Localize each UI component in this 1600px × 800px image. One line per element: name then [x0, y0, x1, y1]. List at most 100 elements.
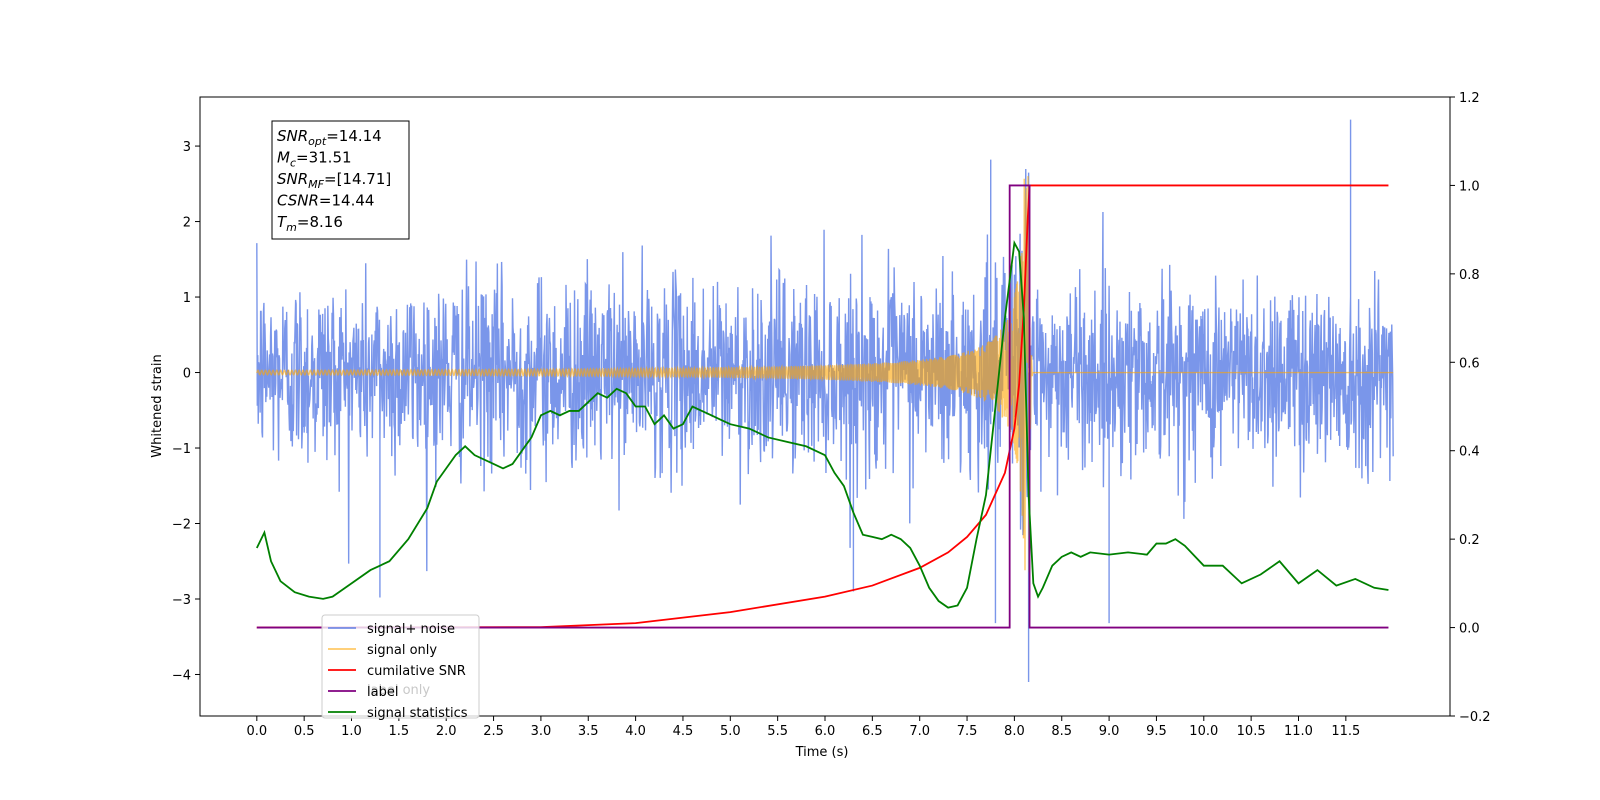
x-tick: 3.5 — [578, 716, 599, 739]
legend-label-signal-noise: signal+ noise — [367, 622, 455, 637]
x-tick-label: 9.5 — [1146, 724, 1167, 739]
y-left-tick-label: 3 — [183, 140, 191, 155]
annotation-subscript: MF — [308, 178, 324, 191]
x-tick: 7.5 — [957, 716, 978, 739]
x-tick: 8.0 — [1004, 716, 1025, 739]
plot-area — [256, 119, 1394, 683]
y-axis-left-ticks: 3 2 1 0 −1 −2 −3 −4 — [172, 140, 200, 683]
y-right-tick: 0.8 — [1450, 268, 1480, 283]
y-left-tick-label: −3 — [172, 593, 191, 608]
x-tick-label: 2.0 — [436, 724, 457, 739]
x-tick-label: 6.0 — [815, 724, 836, 739]
legend-ghost-label: label only — [367, 683, 430, 698]
y-right-tick: 0.6 — [1450, 356, 1480, 371]
x-tick: 11.5 — [1331, 716, 1360, 739]
annotation-line: Mc=31.51 — [277, 149, 352, 170]
annotation-subscript: opt — [308, 135, 327, 148]
annotation-line: SNRMF=[14.71] — [277, 170, 391, 191]
annotation-line: CSNR=14.44 — [277, 192, 374, 210]
series-cumulative-snr — [256, 184, 1389, 629]
x-tick-label: 5.5 — [767, 724, 788, 739]
x-tick: 7.0 — [909, 716, 930, 739]
legend-label-label: label — [367, 685, 398, 700]
y-left-tick: 1 — [183, 291, 200, 306]
y-right-tick: 1.0 — [1450, 179, 1480, 194]
x-tick: 0.0 — [246, 716, 267, 739]
y-right-tick-label: 0.0 — [1459, 622, 1480, 637]
annotation-subscript: m — [286, 221, 297, 234]
x-tick-label: 6.5 — [862, 724, 883, 739]
y-axis-left-label: Whitened strain — [150, 354, 165, 457]
x-tick-label: 8.0 — [1004, 724, 1025, 739]
series-label — [256, 184, 1389, 629]
series-signal-statistics — [256, 239, 1389, 609]
y-left-tick: −4 — [172, 668, 200, 683]
annotation-variable: SNR — [277, 127, 308, 145]
x-tick: 9.0 — [1099, 716, 1120, 739]
y-right-tick-label: 0.8 — [1459, 268, 1480, 283]
x-tick-label: 3.0 — [531, 724, 552, 739]
x-tick-label: 4.0 — [625, 724, 646, 739]
x-tick-label: 11.0 — [1284, 724, 1313, 739]
legend-frame — [321, 614, 480, 719]
x-tick-label: 11.5 — [1331, 724, 1360, 739]
y-left-tick-label: 0 — [183, 367, 191, 382]
y-left-tick-label: 2 — [183, 216, 191, 231]
y-left-tick: 2 — [183, 216, 200, 231]
y-right-tick: 0.0 — [1450, 622, 1480, 637]
annotation-box: SNRopt=14.14Mc=31.51SNRMF=[14.71]CSNR=14… — [271, 120, 410, 240]
annotation-variable: CSNR — [277, 192, 319, 210]
x-tick: 4.0 — [625, 716, 646, 739]
annotation-variable: SNR — [277, 170, 308, 188]
y-right-tick-label: 0.2 — [1459, 533, 1480, 548]
x-axis-label: Time (s) — [795, 745, 849, 760]
y-left-tick: −2 — [172, 518, 200, 533]
y-right-tick: 1.2 — [1450, 91, 1480, 106]
x-tick-label: 1.5 — [389, 724, 410, 739]
y-left-tick-label: −1 — [172, 442, 191, 457]
x-tick: 4.5 — [673, 716, 694, 739]
annotation-value: =14.44 — [319, 192, 375, 210]
annotation-line: SNRopt=14.14 — [277, 127, 382, 148]
x-axis-ticks: 0.0 0.5 1.0 1.5 2.0 2.5 3.0 3.5 4.0 4.5 5.0 5.5 6.0 6… — [246, 716, 1360, 739]
legend-label-signal-statistics: signal statistics — [367, 706, 468, 721]
x-tick-label: 10.0 — [1189, 724, 1218, 739]
x-tick: 8.5 — [1051, 716, 1072, 739]
x-tick: 5.0 — [720, 716, 741, 739]
y-left-tick-label: −2 — [172, 518, 191, 533]
x-tick-label: 7.0 — [909, 724, 930, 739]
x-tick-label: 2.5 — [483, 724, 504, 739]
x-tick-label: 4.5 — [673, 724, 694, 739]
y-right-tick-label: 1.2 — [1459, 91, 1480, 106]
annotation-value: =[14.71] — [324, 170, 391, 188]
y-right-tick-label: 1.0 — [1459, 179, 1480, 194]
x-tick-label: 3.5 — [578, 724, 599, 739]
annotation-value: =31.51 — [296, 149, 352, 167]
legend-label-cumulative-snr: cumilative SNR — [367, 664, 466, 679]
legend: label only signal+ noise signal only cumila… — [321, 614, 480, 721]
y-right-tick-label: −0.2 — [1459, 710, 1491, 725]
annotation-line: Tm=8.16 — [277, 213, 343, 234]
x-tick-label: 7.5 — [957, 724, 978, 739]
x-tick: 10.5 — [1237, 716, 1266, 739]
legend-label-signal-only: signal only — [367, 643, 437, 658]
series-signal-only — [256, 176, 1394, 573]
x-tick: 0.5 — [294, 716, 315, 739]
y-left-tick-label: −4 — [172, 668, 191, 683]
y-right-tick: 0.2 — [1450, 533, 1480, 548]
y-left-tick: −3 — [172, 593, 200, 608]
x-tick-label: 9.0 — [1099, 724, 1120, 739]
y-right-tick-label: 0.6 — [1459, 356, 1480, 371]
y-right-tick: −0.2 — [1450, 710, 1491, 725]
y-left-tick: 0 — [183, 367, 200, 382]
x-tick: 5.5 — [767, 716, 788, 739]
x-tick: 9.5 — [1146, 716, 1167, 739]
y-left-tick-label: 1 — [183, 291, 191, 306]
annotation-value: =8.16 — [297, 213, 343, 231]
x-tick-label: 0.5 — [294, 724, 315, 739]
x-tick-label: 8.5 — [1051, 724, 1072, 739]
x-tick: 10.0 — [1189, 716, 1218, 739]
y-left-tick: −1 — [172, 442, 200, 457]
x-tick-label: 0.0 — [246, 724, 267, 739]
x-tick-label: 5.0 — [720, 724, 741, 739]
